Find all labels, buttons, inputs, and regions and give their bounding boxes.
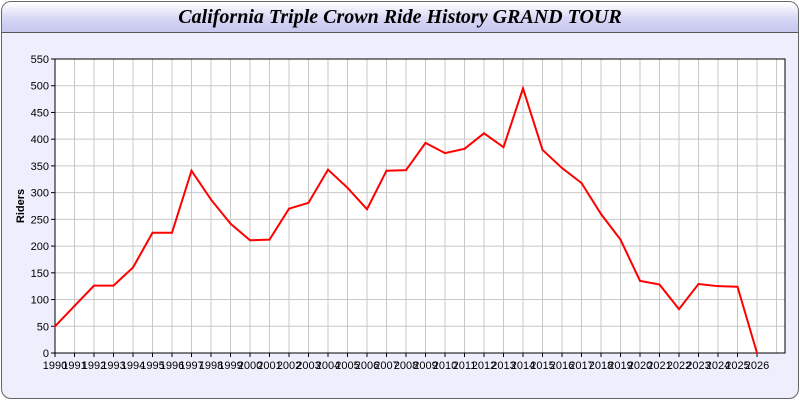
x-tick-label: 2016 [550, 360, 574, 372]
x-tick-label: 2012 [472, 360, 496, 372]
chart-title: California Triple Crown Ride History GRA… [178, 6, 622, 28]
data-point [54, 325, 56, 328]
x-tick-label: 2008 [394, 360, 418, 372]
data-point [483, 132, 485, 135]
title-bar: California Triple Crown Ride History GRA… [2, 2, 798, 33]
y-tick-label: 200 [31, 241, 49, 253]
x-tick-label: 1999 [218, 360, 242, 372]
x-tick-label: 2007 [374, 360, 398, 372]
x-tick-label: 2009 [413, 360, 437, 372]
x-tick-label: 2010 [433, 360, 457, 372]
x-tick-label: 2000 [238, 360, 262, 372]
plot-area [55, 59, 785, 353]
x-tick-label: 2019 [608, 360, 632, 372]
data-point [405, 169, 407, 172]
data-point [561, 167, 563, 170]
data-point [424, 141, 427, 144]
data-point [307, 201, 310, 204]
data-point [151, 231, 154, 234]
data-point [756, 352, 758, 354]
x-tick-label: 2006 [355, 360, 379, 372]
x-tick-label: 2017 [569, 360, 593, 372]
data-point [639, 279, 641, 282]
y-tick-label: 550 [31, 54, 49, 66]
x-tick-label: 1994 [121, 360, 145, 372]
x-tick-label: 1997 [179, 360, 203, 372]
data-point [580, 182, 583, 185]
x-tick-label: 2020 [628, 360, 652, 372]
data-point [736, 285, 739, 288]
data-point [346, 186, 349, 189]
data-point [73, 304, 76, 307]
x-tick-label: 1992 [82, 360, 106, 372]
data-point [619, 238, 622, 241]
data-point [288, 207, 290, 210]
x-tick-label: 1993 [101, 360, 125, 372]
y-tick-label: 0 [43, 348, 49, 360]
data-point [210, 198, 212, 201]
data-point [717, 285, 719, 288]
data-point [171, 231, 173, 234]
data-point [366, 208, 368, 211]
x-tick-label: 2022 [667, 360, 691, 372]
y-tick-label: 350 [31, 161, 49, 173]
x-tick-label: 1996 [160, 360, 184, 372]
data-point [541, 148, 544, 151]
data-point [502, 146, 505, 149]
x-tick-label: 2025 [725, 360, 749, 372]
data-point [522, 87, 524, 90]
y-tick-label: 450 [31, 107, 49, 119]
data-point [600, 213, 602, 216]
data-point [678, 308, 680, 311]
x-tick-label: 2013 [491, 360, 515, 372]
y-tick-label: 500 [31, 81, 49, 93]
x-tick-label: 2024 [706, 360, 730, 372]
x-tick-label: 1990 [43, 360, 67, 372]
x-tick-label: 2014 [511, 360, 535, 372]
data-point [229, 222, 232, 225]
data-point [658, 283, 661, 286]
data-point [327, 168, 329, 171]
x-tick-label: 2003 [296, 360, 320, 372]
x-tick-label: 2026 [745, 360, 769, 372]
y-tick-label: 100 [31, 295, 49, 307]
data-point [385, 169, 388, 172]
plot-frame [54, 58, 786, 354]
data-point [190, 169, 193, 172]
y-tick-label: 400 [31, 134, 49, 146]
x-tick-label: 2011 [453, 360, 477, 372]
x-tick-label: 2002 [277, 360, 301, 372]
x-tick-label: 2023 [686, 360, 710, 372]
x-tick-label: 2004 [316, 360, 340, 372]
data-point [463, 147, 466, 150]
data-point [249, 239, 251, 242]
y-tick-label: 250 [31, 214, 49, 226]
x-tick-label: 2001 [257, 360, 281, 372]
x-tick-label: 1991 [62, 360, 86, 372]
x-tick-label: 2015 [530, 360, 554, 372]
x-tick-label: 1995 [140, 360, 164, 372]
x-tick-label: 2021 [647, 360, 671, 372]
data-point [268, 238, 271, 241]
y-tick-label: 150 [31, 268, 49, 280]
data-point [444, 152, 446, 155]
data-point [132, 266, 134, 269]
x-tick-label: 2018 [589, 360, 613, 372]
x-tick-label: 1998 [199, 360, 223, 372]
data-point [697, 283, 700, 286]
data-point [112, 284, 115, 287]
y-axis-label: Riders [15, 189, 27, 223]
x-tick-label: 2005 [335, 360, 359, 372]
data-point [93, 284, 95, 287]
y-tick-label: 300 [31, 188, 49, 200]
y-tick-label: 50 [37, 321, 49, 333]
